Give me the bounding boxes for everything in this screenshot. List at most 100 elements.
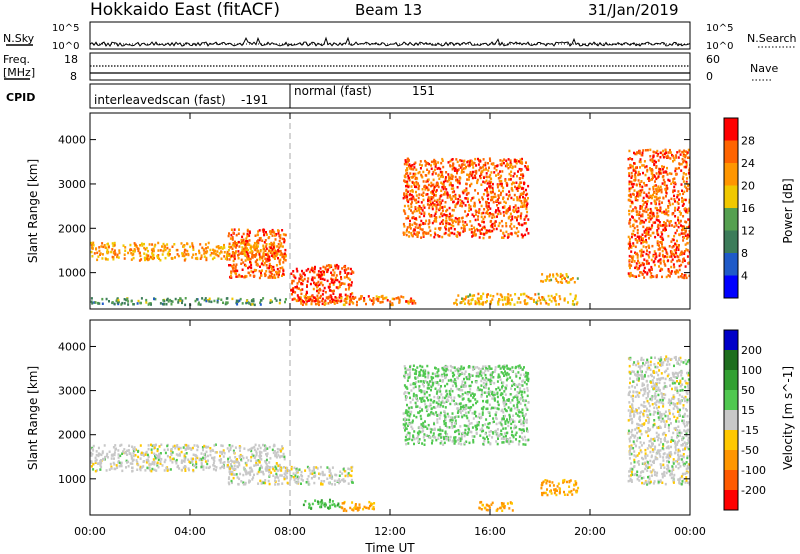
velocity-cell bbox=[127, 460, 130, 464]
power-cell bbox=[347, 288, 350, 291]
power-cell bbox=[332, 268, 335, 272]
power-cell bbox=[482, 165, 484, 169]
power-cell bbox=[574, 295, 577, 298]
velocity-cell bbox=[426, 381, 429, 384]
velocity-cell bbox=[110, 457, 113, 460]
power-cell bbox=[641, 199, 644, 202]
power-cell bbox=[431, 206, 434, 209]
power-cell bbox=[335, 297, 338, 300]
velocity-cell bbox=[132, 447, 135, 451]
power-cell bbox=[435, 205, 438, 209]
power-cell bbox=[254, 248, 257, 251]
power-cell bbox=[545, 279, 548, 282]
power-cell bbox=[522, 192, 525, 196]
power-cell bbox=[297, 299, 300, 302]
power-cell bbox=[313, 296, 316, 299]
power-cell bbox=[677, 248, 680, 251]
power-cell bbox=[506, 162, 509, 165]
velocity-cell bbox=[405, 409, 408, 413]
power-cell bbox=[319, 275, 322, 278]
velocity-cell bbox=[506, 377, 509, 380]
power-cell bbox=[204, 297, 207, 300]
velocity-cell bbox=[193, 444, 196, 447]
power-cell bbox=[515, 227, 518, 230]
velocity-cell bbox=[477, 415, 480, 419]
velocity-cell bbox=[334, 473, 337, 477]
velocity-cell bbox=[506, 371, 509, 375]
power-cell bbox=[660, 237, 663, 240]
power-cell bbox=[511, 189, 514, 192]
power-cell bbox=[446, 196, 449, 199]
power-cell bbox=[525, 199, 528, 202]
velocity-cell bbox=[125, 459, 128, 463]
power-cell bbox=[412, 229, 415, 233]
power-cell bbox=[525, 222, 527, 225]
power-cell bbox=[257, 230, 260, 233]
power-cell bbox=[477, 223, 480, 226]
power-cell bbox=[264, 274, 267, 278]
power-cell bbox=[643, 276, 646, 279]
power-cell bbox=[559, 275, 562, 278]
power-cell bbox=[489, 294, 492, 297]
velocity-cell bbox=[171, 461, 174, 464]
power-cell bbox=[410, 297, 413, 300]
velocity-cell bbox=[180, 459, 183, 462]
power-cell bbox=[452, 200, 455, 204]
power-cell bbox=[634, 198, 637, 202]
power-cell bbox=[312, 287, 315, 291]
velocity-cell bbox=[470, 406, 473, 409]
power-cell bbox=[226, 252, 229, 256]
power-cell bbox=[199, 303, 202, 306]
velocity-cell bbox=[212, 461, 215, 465]
power-cell bbox=[681, 276, 684, 279]
power-cell bbox=[480, 297, 483, 301]
power-cell bbox=[468, 206, 471, 210]
nave-tick-top: 60 bbox=[706, 53, 720, 66]
power-cell bbox=[296, 285, 298, 288]
power-cell bbox=[574, 297, 577, 300]
velocity-cell bbox=[98, 452, 101, 456]
velocity-cell bbox=[213, 459, 216, 462]
velocity-cell bbox=[283, 477, 286, 481]
power-cell bbox=[230, 270, 233, 273]
power-cell bbox=[413, 221, 416, 225]
power-cell bbox=[416, 183, 419, 186]
power-cell bbox=[500, 182, 503, 186]
velocity-cell bbox=[178, 452, 181, 456]
velocity-cell bbox=[331, 500, 334, 503]
power-cell bbox=[678, 268, 681, 272]
power-cell bbox=[636, 235, 639, 238]
velocity-cell bbox=[414, 376, 417, 379]
power-cell bbox=[409, 172, 412, 175]
velocity-cell bbox=[504, 422, 507, 425]
velocity-cell bbox=[300, 473, 303, 477]
velocity-cell bbox=[320, 505, 323, 509]
velocity-cell bbox=[140, 466, 143, 469]
velocity-cell bbox=[161, 464, 164, 467]
velocity-cell bbox=[272, 451, 275, 455]
power-cell bbox=[189, 245, 192, 249]
power-cell bbox=[271, 228, 274, 232]
power-cell bbox=[482, 292, 485, 296]
power-cell bbox=[409, 298, 412, 302]
power-cell bbox=[93, 252, 96, 255]
velocity-cell bbox=[505, 387, 508, 390]
velocity-cell bbox=[214, 443, 217, 446]
velocity-cell bbox=[421, 442, 424, 445]
velocity-cell bbox=[481, 377, 484, 380]
power-cell bbox=[268, 274, 271, 278]
power-cell bbox=[630, 246, 633, 249]
power-cell bbox=[676, 194, 679, 197]
velocity-cell bbox=[314, 499, 317, 502]
power-cell bbox=[413, 162, 416, 166]
power-cell bbox=[237, 240, 240, 244]
velocity-cell bbox=[220, 444, 223, 447]
velocity-cell bbox=[336, 504, 339, 507]
velocity-cell bbox=[227, 481, 230, 484]
velocity-cell bbox=[520, 383, 523, 387]
velocity-cell bbox=[212, 468, 215, 471]
power-cell bbox=[406, 182, 409, 186]
power-cell bbox=[416, 235, 419, 238]
power-cell bbox=[682, 180, 685, 183]
power-cell bbox=[271, 234, 274, 237]
